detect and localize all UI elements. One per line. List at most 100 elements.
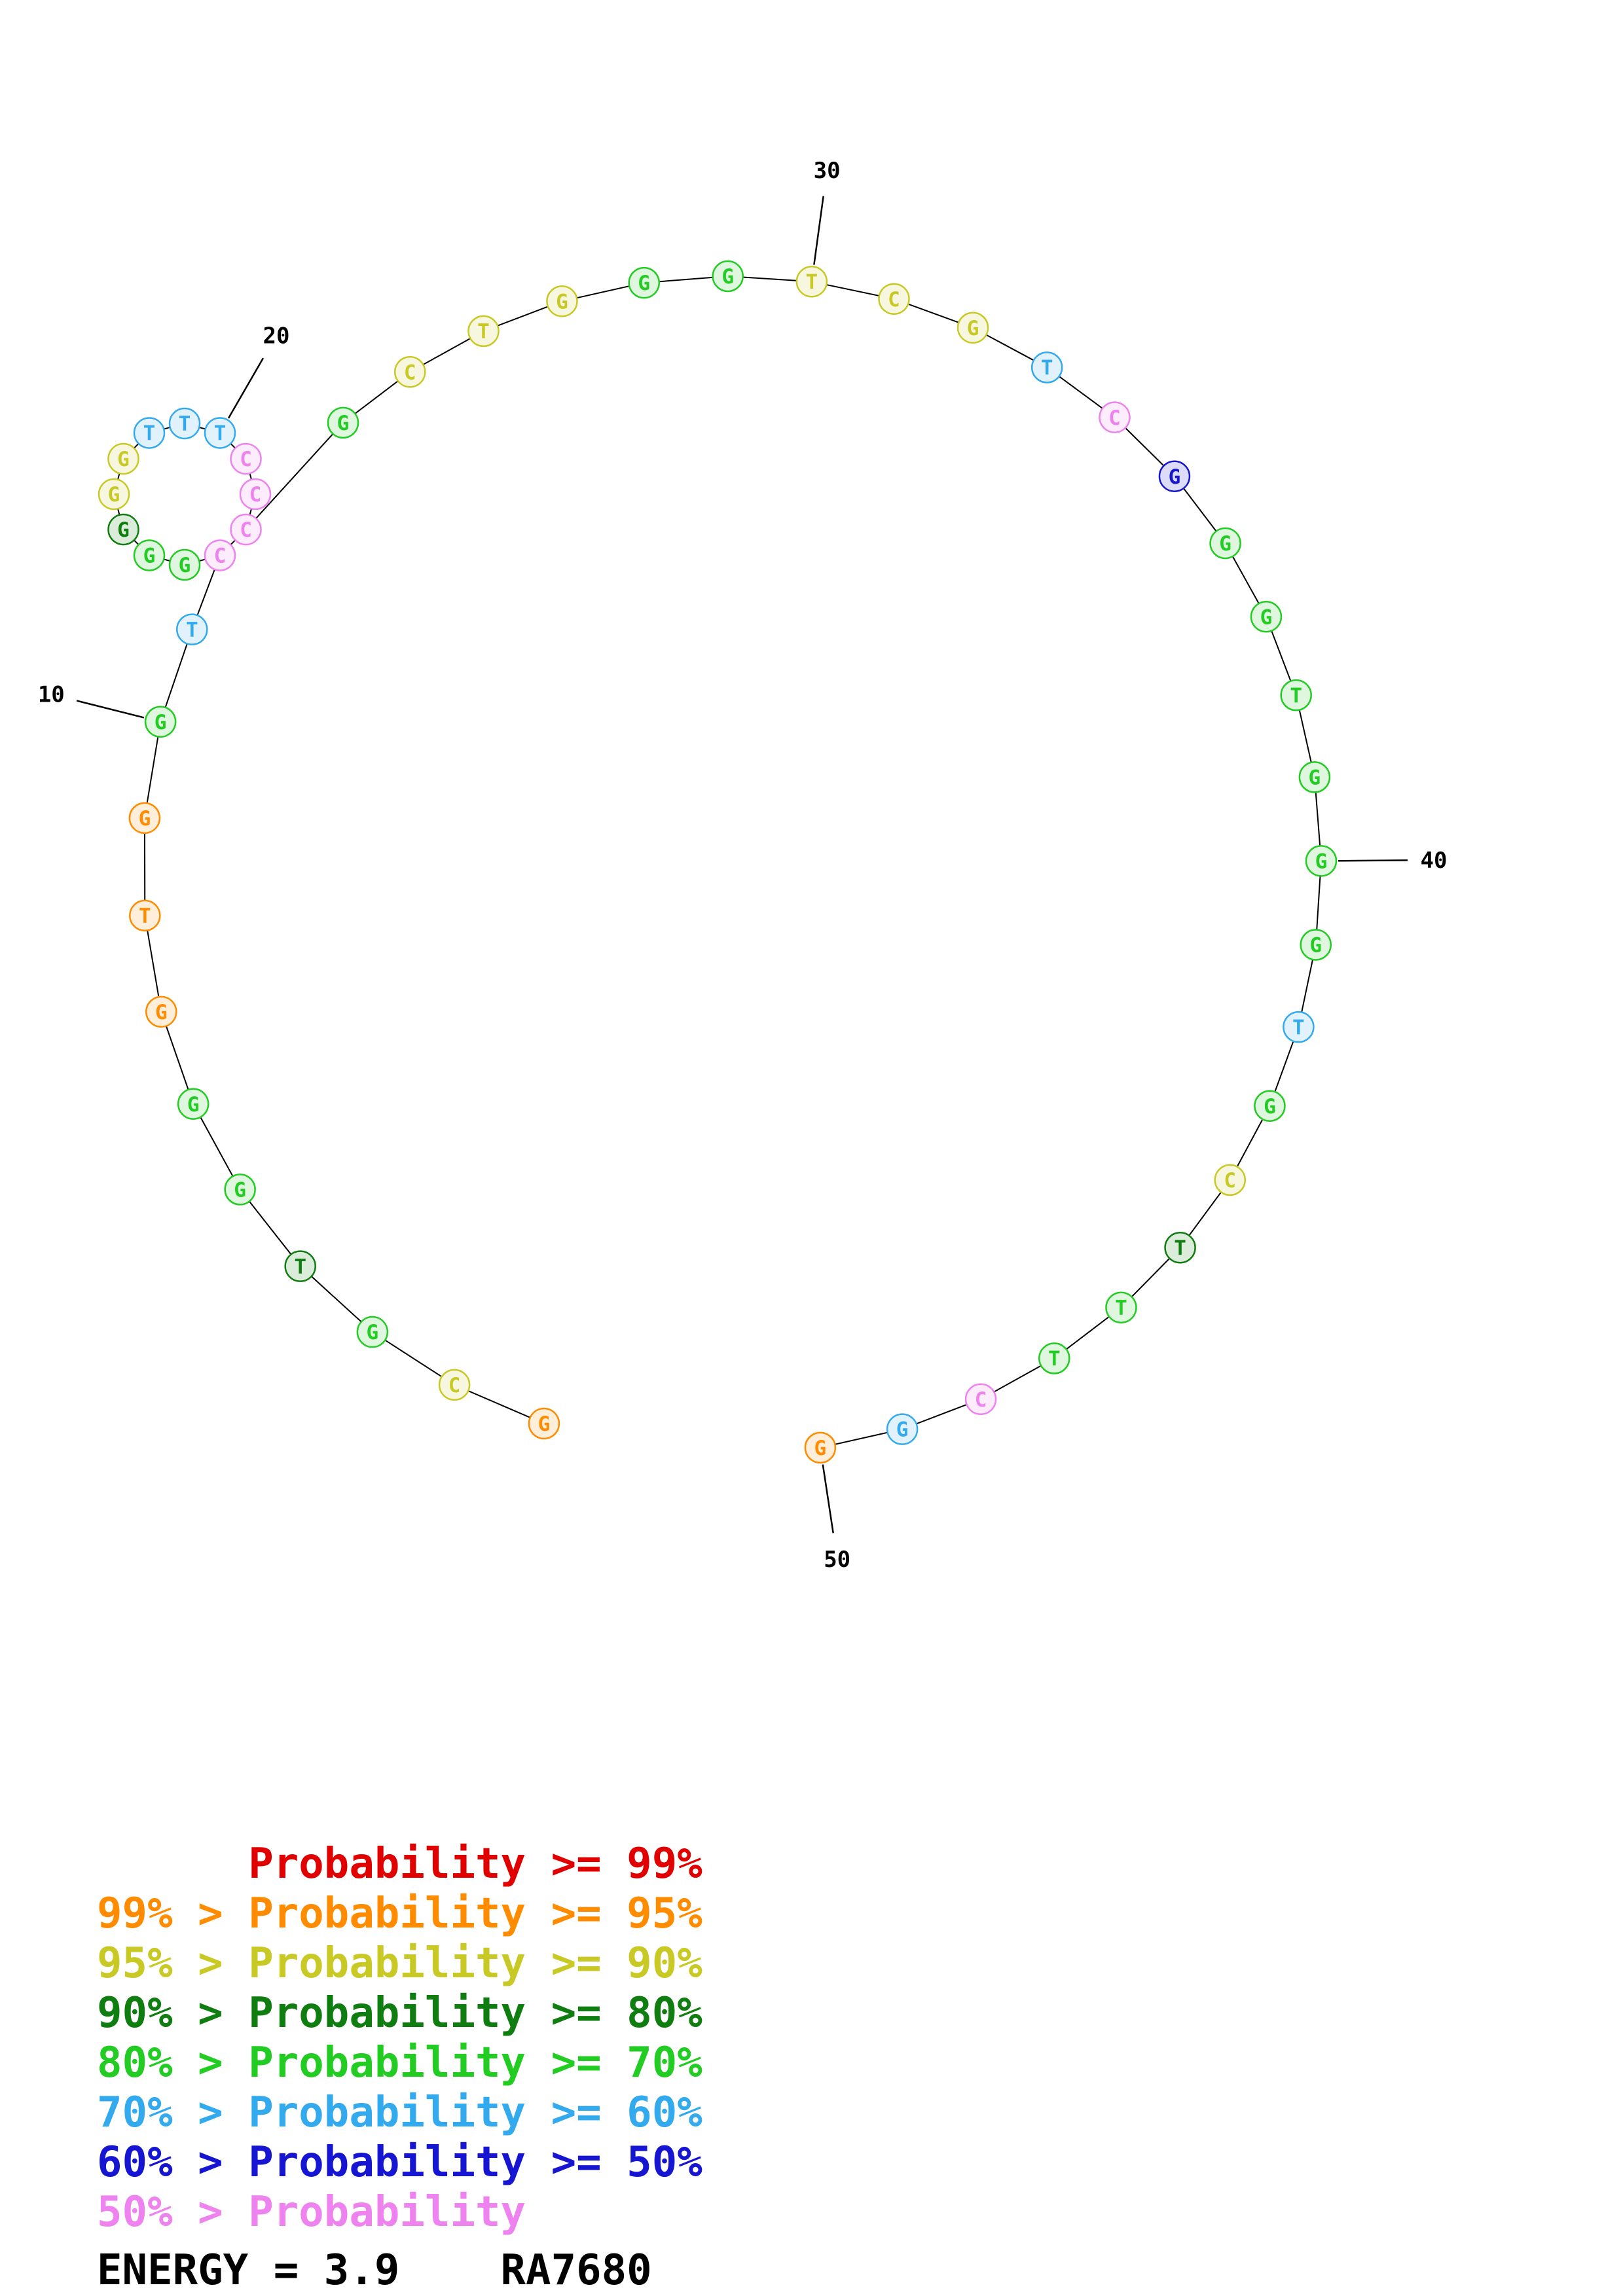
base-circle-tint — [226, 1175, 255, 1204]
base-circle-tint — [130, 901, 159, 930]
base-circle — [239, 478, 272, 511]
base-circle — [628, 266, 660, 299]
base-letter: T — [477, 320, 490, 344]
base-circle — [957, 312, 989, 344]
base-circle-tint — [395, 357, 424, 386]
base-letter: C — [975, 1388, 987, 1412]
base-letter: T — [179, 412, 191, 436]
base-circle-tint — [358, 1318, 387, 1346]
base-circle-tint — [1101, 403, 1129, 432]
base-circle-tint — [206, 418, 234, 447]
base-letter: G — [1260, 605, 1273, 629]
base-circle — [1105, 1291, 1137, 1323]
base-circle — [712, 260, 744, 293]
base-circle — [804, 1431, 837, 1464]
base-circle — [467, 315, 500, 348]
base-circle-tint — [1282, 681, 1311, 709]
base-circle-tint — [879, 285, 908, 314]
base-letter: C — [1108, 406, 1121, 430]
base-circle-tint — [130, 804, 159, 833]
base-letter: T — [1115, 1297, 1127, 1320]
backbone-segment — [245, 422, 344, 530]
base-letter: T — [1041, 357, 1053, 380]
base-circle-tint — [469, 317, 498, 346]
base-circle — [133, 539, 166, 571]
base-letter: G — [234, 1179, 246, 1202]
base-circle — [284, 1250, 316, 1282]
legend-item: 70% > Probability >= 60% — [97, 2089, 702, 2137]
base-circle-tint — [1032, 353, 1061, 382]
energy-label: ENERGY = 3.9 RA7680 — [97, 2246, 652, 2295]
base-circle — [795, 266, 828, 298]
base-letter: G — [155, 1001, 168, 1024]
base-circle-tint — [286, 1252, 315, 1281]
base-circle — [204, 539, 236, 571]
legend-item: 80% > Probability >= 70% — [97, 2039, 702, 2087]
legend-item: Probability >= 99% — [97, 1840, 702, 1888]
base-letter: G — [155, 711, 167, 734]
base-circle — [224, 1174, 256, 1206]
base-letter: G — [1264, 1095, 1276, 1119]
base-circle — [133, 417, 166, 449]
tick-line — [822, 1464, 834, 1534]
base-circle — [1214, 1164, 1246, 1196]
backbone-segment — [372, 1331, 455, 1386]
legend-item: 95% > Probability >= 90% — [97, 1939, 702, 1988]
base-circle — [1305, 845, 1338, 877]
base-circle — [393, 355, 426, 388]
base-circle — [528, 1407, 560, 1440]
base-letter: G — [638, 272, 650, 295]
base-circle-tint — [232, 515, 261, 544]
base-circle-tint — [1216, 1166, 1245, 1194]
base-circle — [145, 996, 177, 1028]
backbone-segment — [239, 1189, 301, 1267]
base-circle-tint — [1255, 1092, 1284, 1121]
base-circle-tint — [530, 1409, 558, 1438]
base-letter: T — [1048, 1348, 1061, 1371]
base-circle-tint — [1106, 1293, 1135, 1322]
base-circle — [144, 706, 177, 738]
base-letter: G — [179, 554, 191, 577]
base-circle-tint — [179, 1090, 208, 1119]
base-circle — [1283, 1011, 1315, 1043]
base-circle-tint — [1211, 529, 1240, 558]
base-circle — [438, 1369, 471, 1401]
base-circle-tint — [232, 444, 261, 473]
base-circle — [964, 1383, 997, 1416]
base-circle-tint — [1166, 1233, 1195, 1262]
legend-item: 60% > Probability >= 50% — [97, 2138, 702, 2187]
base-circle — [176, 613, 208, 645]
tick-label: 40 — [1420, 848, 1447, 874]
legend-item: 50% > Probability — [97, 2188, 526, 2236]
tick-line — [76, 700, 145, 719]
base-circle-tint — [1307, 846, 1336, 875]
base-letter: G — [556, 290, 568, 314]
base-circle — [546, 285, 578, 317]
base-circle — [230, 442, 262, 475]
base-circle-tint — [206, 541, 234, 570]
base-letter: G — [143, 545, 156, 568]
base-circle-tint — [1160, 462, 1189, 491]
base-circle — [1158, 460, 1191, 493]
base-letter: G — [1309, 766, 1321, 790]
base-circle-tint — [329, 408, 357, 437]
base-circle-tint — [177, 615, 206, 644]
tick-line — [813, 196, 824, 265]
base-letter: G — [721, 265, 734, 289]
base-letter: C — [448, 1374, 461, 1397]
backbone-segment — [454, 1384, 545, 1424]
tick-label: 10 — [38, 682, 65, 708]
base-circle — [107, 442, 139, 475]
backbone-segment — [160, 1011, 194, 1104]
base-circle-tint — [100, 480, 128, 509]
base-letter: G — [1169, 465, 1181, 489]
base-circle — [1099, 401, 1131, 433]
base-letter: G — [337, 412, 350, 435]
base-circle-tint — [440, 1371, 469, 1399]
base-circle — [886, 1413, 919, 1445]
base-letter: G — [1315, 850, 1328, 874]
base-letter: G — [108, 483, 120, 507]
base-circle-tint — [888, 1415, 917, 1444]
base-letter: G — [117, 518, 130, 542]
